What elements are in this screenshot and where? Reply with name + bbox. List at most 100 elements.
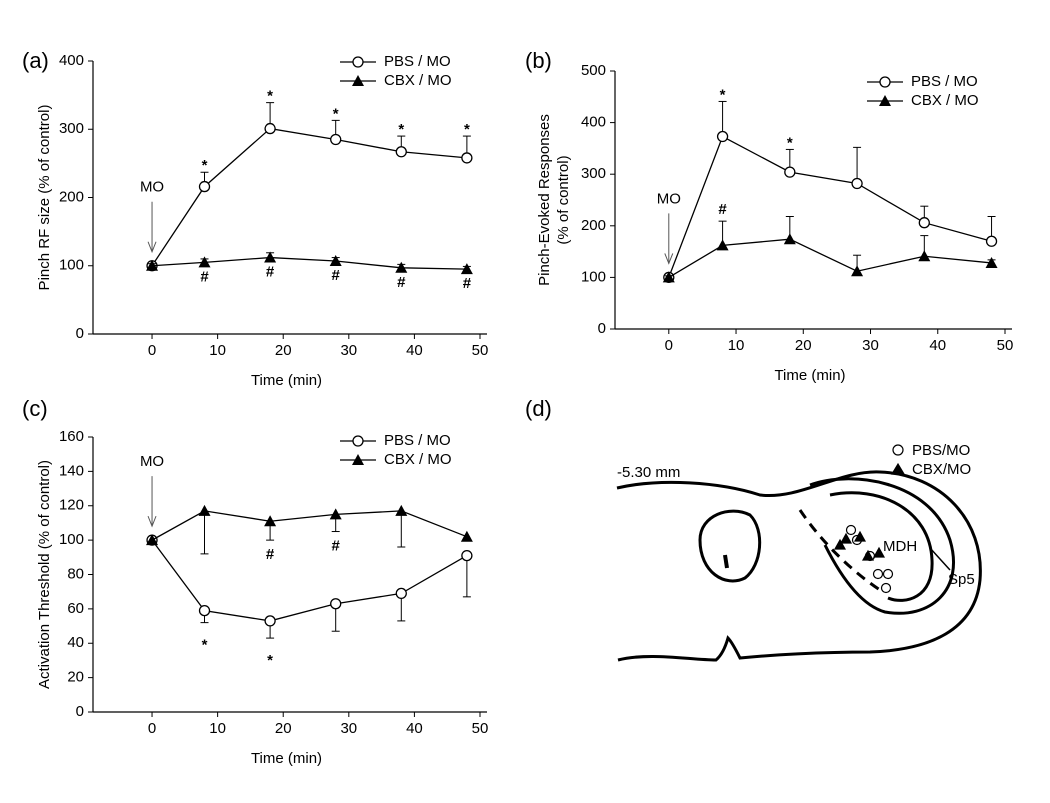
recording-sites <box>833 444 906 594</box>
point <box>851 265 864 277</box>
point <box>851 177 863 190</box>
y-tick-label: 100 <box>59 257 84 274</box>
cbx-site <box>839 532 853 544</box>
panel-label: (d) <box>525 396 552 421</box>
event-arrowhead <box>664 253 674 265</box>
annotation: * <box>267 88 273 105</box>
cbx-site <box>861 549 875 561</box>
x-tick-label: 0 <box>148 342 156 359</box>
y-tick-label: 60 <box>67 600 84 617</box>
annotation: # <box>397 274 406 291</box>
legend-marker <box>352 75 364 86</box>
legend-marker <box>879 76 891 88</box>
point <box>918 217 930 229</box>
legend-text: PBS / MO <box>384 432 451 449</box>
pbs-site <box>882 568 894 580</box>
annotation: # <box>332 267 341 284</box>
legend-text: CBX/MO <box>912 461 971 478</box>
nucleus-outline <box>698 509 762 583</box>
point <box>264 515 277 527</box>
point <box>395 146 407 158</box>
point <box>264 251 277 263</box>
sp5-inner <box>829 491 934 602</box>
x-tick-label: 40 <box>929 337 946 354</box>
sp5-pointer <box>929 547 951 571</box>
annotation: # <box>332 538 341 555</box>
y-tick-label: 0 <box>76 325 84 342</box>
point <box>395 504 408 516</box>
panel-label: (a) <box>22 48 49 73</box>
annotation: * <box>202 157 208 174</box>
point <box>330 598 342 610</box>
annotation: * <box>333 105 339 122</box>
point <box>985 256 998 268</box>
legend-marker <box>352 454 364 465</box>
event-label: MO <box>140 179 164 196</box>
cbx-site <box>872 546 886 558</box>
panel-d <box>616 470 982 662</box>
region-label: Sp5 <box>948 571 975 588</box>
point <box>395 261 408 273</box>
y-tick-label: 160 <box>59 428 84 445</box>
event-label: MO <box>140 453 164 470</box>
point <box>264 615 276 627</box>
y-axis-label: Activation Threshold (% of control) <box>36 460 53 689</box>
brainstem-outline <box>616 470 982 662</box>
annotation: * <box>267 652 273 669</box>
annotation: # <box>266 546 275 563</box>
x-axis-label: Time (min) <box>251 750 322 767</box>
annotation: * <box>398 121 404 138</box>
point <box>198 604 211 617</box>
point <box>264 122 276 135</box>
point <box>985 235 998 247</box>
point <box>783 233 796 245</box>
y-tick-label: 120 <box>59 497 84 514</box>
y-axis-label: Pinch-Evoked Responses <box>536 114 553 286</box>
point <box>662 271 675 283</box>
x-tick-label: 10 <box>728 337 745 354</box>
y-tick-label: 40 <box>67 634 84 651</box>
y-tick-label: 20 <box>67 669 84 686</box>
annotation: * <box>720 86 726 103</box>
legend-marker <box>879 95 891 106</box>
point <box>395 587 407 600</box>
point <box>716 239 729 251</box>
series-line <box>151 510 468 541</box>
x-tick-label: 50 <box>472 720 489 737</box>
mdh-border <box>798 509 881 592</box>
series-line <box>668 135 992 278</box>
point <box>461 549 473 562</box>
x-axis-label: Time (min) <box>251 372 322 389</box>
point <box>918 250 931 262</box>
pbs-site <box>872 568 884 580</box>
point <box>460 263 473 275</box>
y-tick-label: 0 <box>76 703 84 720</box>
x-tick-label: 40 <box>406 720 423 737</box>
y-tick-label: 300 <box>59 120 84 137</box>
nucleus-core <box>723 554 729 569</box>
x-tick-label: 20 <box>275 342 292 359</box>
point <box>329 254 342 266</box>
sp5-outline <box>809 477 956 615</box>
x-tick-label: 40 <box>406 342 423 359</box>
point <box>198 256 211 268</box>
y-tick-label: 80 <box>67 565 84 582</box>
x-tick-label: 10 <box>209 342 226 359</box>
annotation: * <box>202 637 208 654</box>
series-line <box>668 238 992 278</box>
region-label: MDH <box>883 538 917 555</box>
cbx-site <box>833 538 847 550</box>
legend-triangle <box>890 462 906 475</box>
point <box>146 259 159 271</box>
y-axis-label: Pinch RF size (% of control) <box>36 105 53 291</box>
panel-label: (b) <box>525 48 552 73</box>
x-tick-label: 50 <box>997 337 1014 354</box>
x-tick-label: 0 <box>148 720 156 737</box>
point <box>461 152 473 164</box>
annotation: * <box>464 121 470 138</box>
series-line <box>151 539 468 622</box>
annotation: * <box>787 134 793 151</box>
legend-marker <box>352 56 364 68</box>
